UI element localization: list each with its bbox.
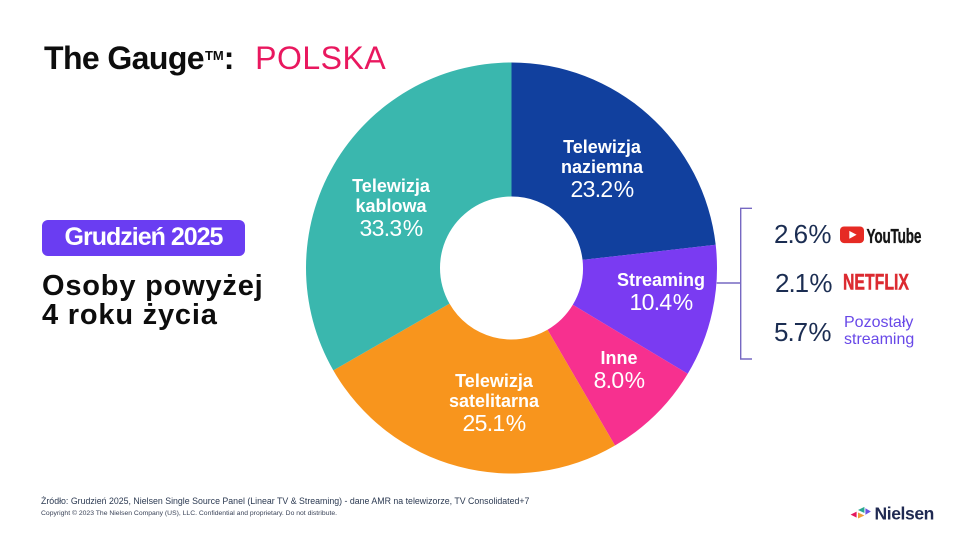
svg-text:YouTube: YouTube bbox=[867, 226, 922, 244]
svg-text:NETFLIX: NETFLIX bbox=[843, 272, 909, 292]
svg-text:Nielsen: Nielsen bbox=[875, 504, 934, 524]
